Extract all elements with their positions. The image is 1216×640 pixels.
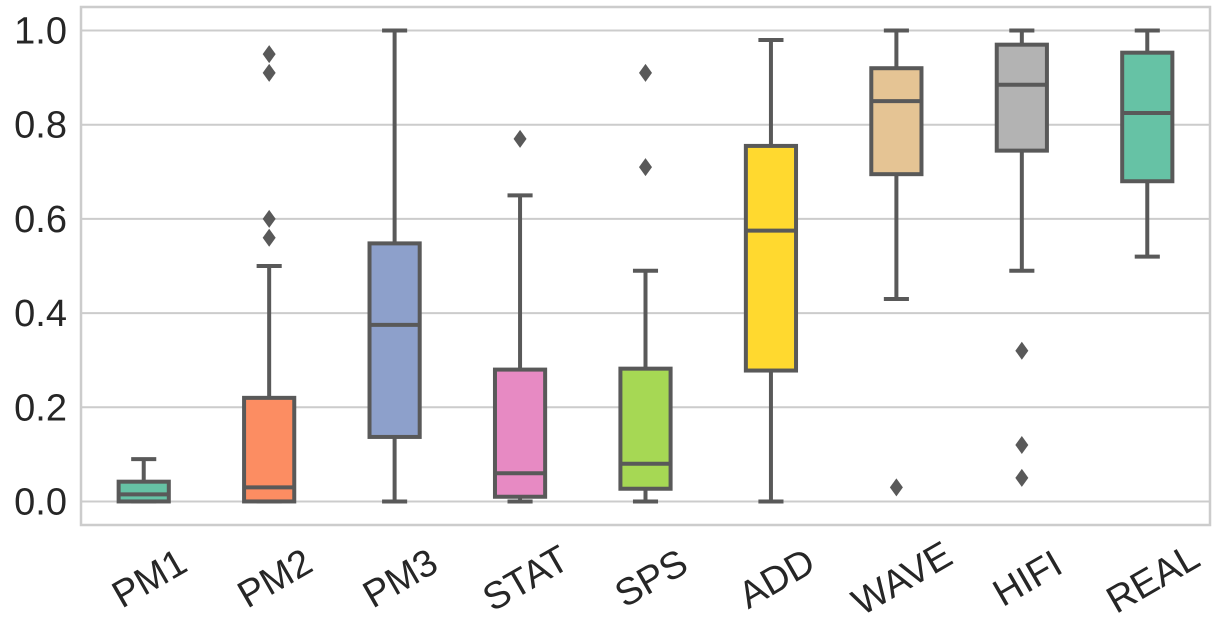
y-tick-label: 1.0 [14,11,67,53]
x-tick-label: PM3 [356,541,445,616]
outlier-point [513,129,527,148]
iqr-box [242,395,297,504]
box-pm3 [367,28,422,504]
iqr-box [116,479,171,504]
y-tick-label: 0.8 [14,105,67,147]
box-add [743,37,799,504]
box-wave [869,28,924,497]
x-tick-label: PM2 [231,541,320,616]
outlier-point [262,209,276,228]
iqr-box [492,367,548,499]
outlier-point [1015,341,1029,360]
outlier-point [639,158,652,177]
y-tick-label: 0.4 [14,293,67,335]
y-tick-label: 0.0 [14,481,67,523]
outlier-point [1015,435,1029,454]
outlier-point [1015,468,1029,487]
box-pm2 [242,45,297,504]
iqr-box [618,366,673,491]
x-tick-label: WAVE [845,534,959,624]
x-tick-label: HIFI [986,543,1069,615]
x-tick-label: REAL [1100,536,1207,622]
outlier-point [639,63,652,82]
iqr-box [1120,50,1175,184]
box-sps [618,63,673,504]
iqr-box [367,241,422,439]
outlier-point [889,478,903,497]
y-tick-label: 0.6 [14,199,67,241]
outlier-point [262,45,276,64]
outlier-point [262,228,276,247]
y-axis-tick-labels: 0.0 0.2 0.4 0.6 0.8 1.0 [14,11,67,524]
box-stat [492,129,548,504]
x-axis-tick-labels: PM1 PM2 PM3 STAT SPS ADD WAVE HIFI REAL [105,534,1206,624]
x-tick-label: SPS [608,542,695,616]
box-hifi [994,28,1049,487]
x-tick-label: PM1 [105,541,194,616]
iqr-box [994,42,1049,153]
iqr-box [743,143,799,373]
x-tick-label: ADD [732,541,822,617]
boxes [116,28,1175,504]
y-tick-label: 0.2 [14,387,67,429]
plot-frame [79,5,1212,527]
box-pm1 [116,457,171,504]
box-real [1120,28,1175,259]
iqr-box [869,66,924,177]
x-tick-label: STAT [476,538,576,620]
outlier-point [262,63,276,82]
